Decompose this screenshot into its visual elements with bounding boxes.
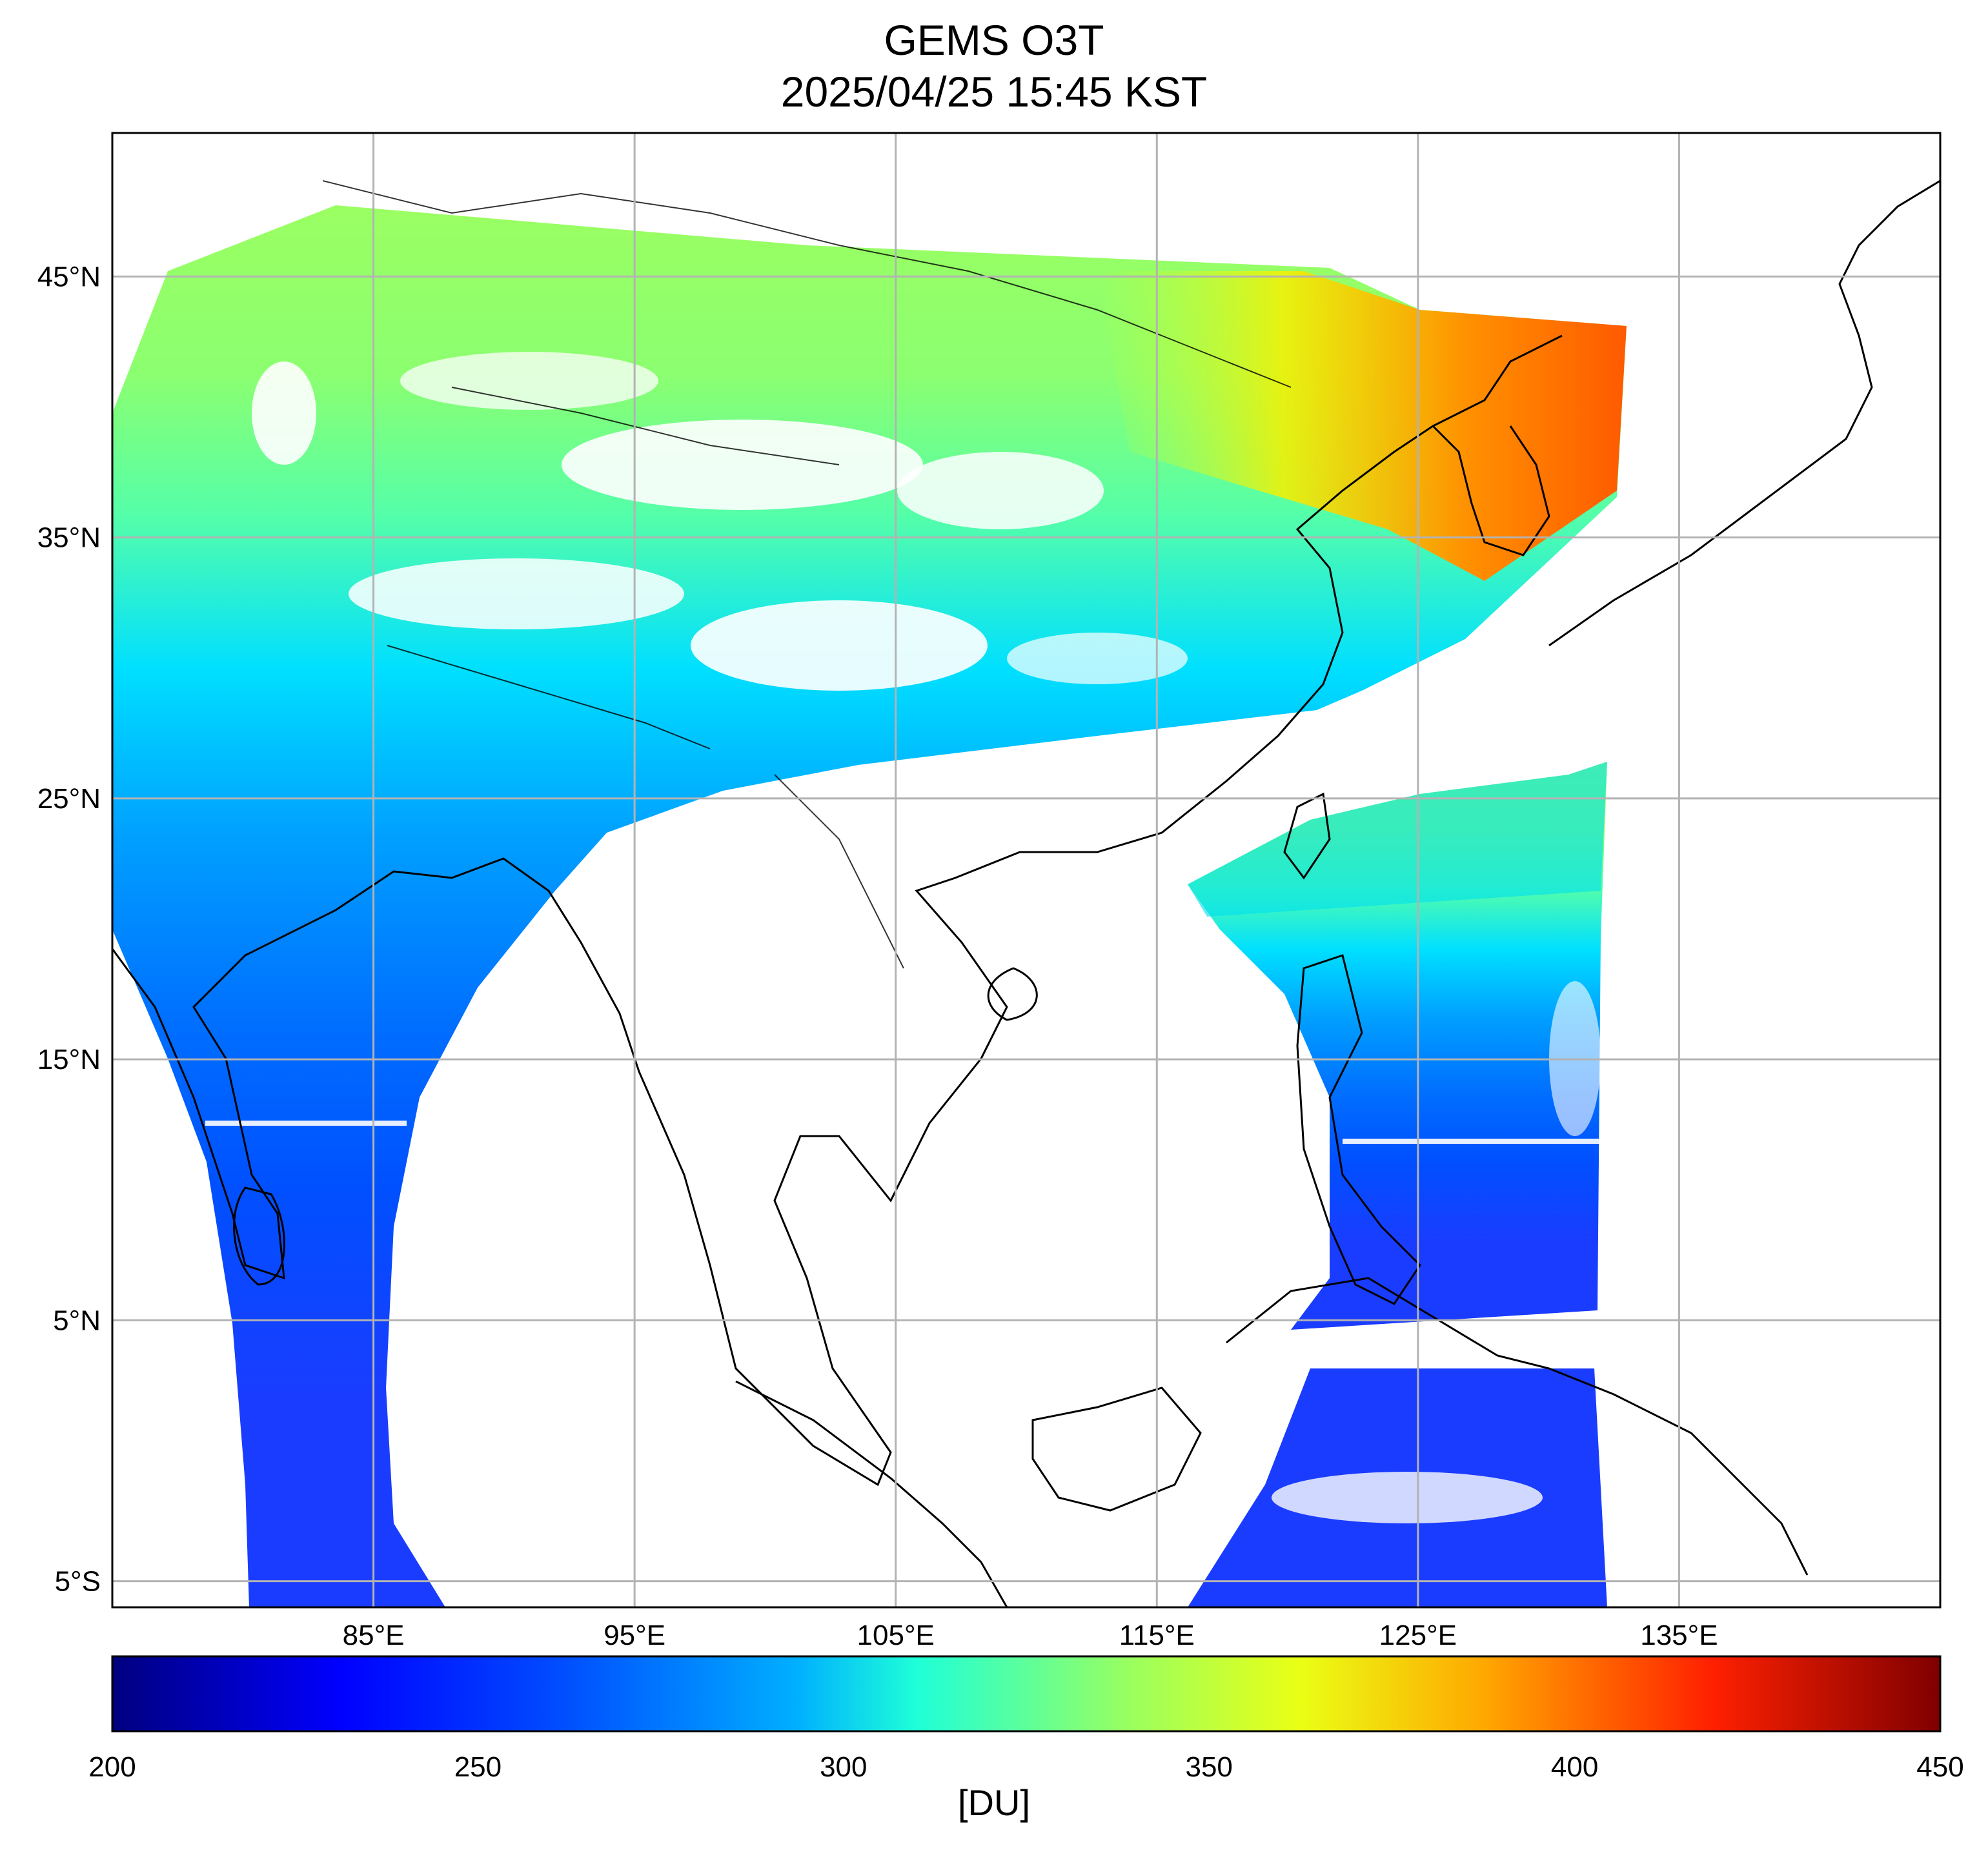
colorbar-unit-label: [DU] <box>958 1782 1030 1823</box>
colorbar <box>111 1655 1942 1733</box>
colorbar-tick-label: 200 <box>88 1751 136 1783</box>
colorbar-tick-label: 400 <box>1551 1751 1598 1783</box>
colorbar-tick-labels: 200 250 300 350 400 450 <box>88 1751 1963 1783</box>
latitude-axis-labels: 45°N 35°N 25°N 15°N 5°N 5°S <box>37 261 101 1597</box>
lon-tick-label: 85°E <box>343 1620 405 1651</box>
colorbar-tick-label: 300 <box>820 1751 867 1783</box>
lat-tick-label: 15°N <box>37 1044 101 1075</box>
chart-subtitle: 2025/04/25 15:45 KST <box>780 68 1208 116</box>
colorbar-tick-label: 450 <box>1916 1751 1963 1783</box>
lat-tick-label: 35°N <box>37 522 101 554</box>
lat-tick-label: 45°N <box>37 261 101 292</box>
lon-tick-label: 105°E <box>857 1620 935 1651</box>
longitude-axis-labels: 85°E 95°E 105°E 115°E 125°E 135°E <box>343 1620 1718 1651</box>
lon-tick-label: 125°E <box>1379 1620 1457 1651</box>
map-gridlines <box>112 133 1940 1607</box>
lon-tick-label: 135°E <box>1640 1620 1718 1651</box>
plot-frame <box>111 132 1942 1609</box>
ozone-field <box>112 179 1940 1607</box>
colorbar-tick-label: 250 <box>454 1751 502 1783</box>
colorbar-tick-label: 350 <box>1185 1751 1232 1783</box>
lon-tick-label: 115°E <box>1119 1620 1195 1651</box>
lat-tick-label: 25°N <box>37 783 101 815</box>
lon-tick-label: 95°E <box>604 1620 665 1651</box>
lat-tick-label: 5°S <box>55 1566 101 1598</box>
chart-title: GEMS O3T <box>884 16 1104 64</box>
lat-tick-label: 5°N <box>53 1305 101 1336</box>
